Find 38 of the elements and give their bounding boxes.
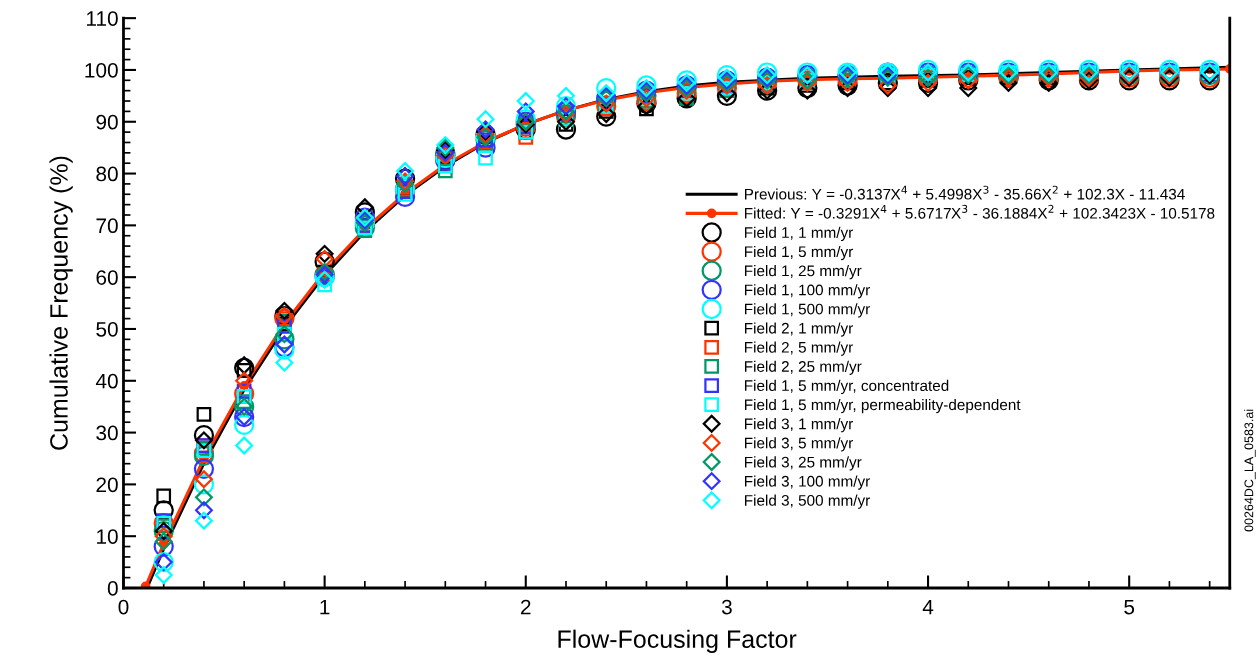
x-tick-label: 2 bbox=[521, 599, 531, 615]
y-tick-label: 10 bbox=[97, 529, 118, 544]
y-tick-label: 50 bbox=[96, 321, 118, 337]
y-tick-label: 40 bbox=[95, 373, 118, 389]
x-tick-label: 0 bbox=[118, 599, 129, 615]
x-axis-title: Flow-Focusing Factor bbox=[558, 629, 797, 653]
y-tick-label: 70 bbox=[96, 218, 118, 234]
legend-label: Fitted: Y = -0.3291X$^{4}$ + 5.6717X$^{3}$ - 36.1884X$^{2}$ + 102.3423X - 10.5178 bbox=[745, 204, 1215, 219]
y-tick-label: 20 bbox=[96, 477, 118, 493]
legend-label: Field 1, 25 mm/yr bbox=[745, 265, 862, 280]
legend-label: Field 3, 25 mm/yr bbox=[745, 456, 862, 471]
legend-label: Field 1, 500 mm/yr bbox=[745, 303, 870, 318]
x-tick-label: 1 bbox=[320, 599, 330, 615]
y-tick-label: 110 bbox=[86, 11, 118, 26]
legend-label: Field 2, 1 mm/yr bbox=[745, 322, 853, 337]
legend-label: Field 3, 5 mm/yr bbox=[745, 437, 853, 452]
x-tick-label: 3 bbox=[721, 599, 732, 615]
x-tick-label: 4 bbox=[922, 599, 934, 615]
legend-label: Field 1, 100 mm/yr bbox=[745, 284, 870, 299]
legend-label: Field 2, 5 mm/yr bbox=[745, 341, 853, 356]
legend-label: Previous: Y = -0.3137X$^{4}$ + 5.4998X$^{3}$ - 35.66X$^{2}$ + 102.3X - 11.434 bbox=[745, 185, 1185, 200]
legend-label: Field 3, 1 mm/yr bbox=[745, 418, 853, 433]
legend-label: Field 2, 25 mm/yr bbox=[745, 360, 862, 375]
y-axis-title: Cumulative Frequency (%) bbox=[49, 156, 73, 450]
legend-label: Field 1, 5 mm/yr, permeability-dependent bbox=[745, 398, 1021, 414]
y-tick-label: 0 bbox=[107, 581, 118, 596]
y-tick-label: 100 bbox=[85, 62, 118, 78]
legend-label: Field 1, 1 mm/yr bbox=[745, 226, 853, 241]
x-tick-label: 5 bbox=[1124, 599, 1135, 615]
legend-label: Field 3, 100 mm/yr bbox=[745, 475, 870, 490]
y-tick-label: 90 bbox=[96, 114, 118, 130]
y-tick-label: 30 bbox=[96, 425, 118, 441]
legend-label: Field 1, 5 mm/yr bbox=[745, 245, 853, 261]
text: 00264DC_LA_0583.ai bbox=[1244, 409, 1256, 532]
y-tick-label: 60 bbox=[96, 270, 118, 285]
legend-label: Field 3, 500 mm/yr bbox=[745, 494, 870, 509]
y-tick-label: 80 bbox=[96, 166, 118, 182]
legend-label: Field 1, 5 mm/yr, concentrated bbox=[745, 379, 949, 395]
